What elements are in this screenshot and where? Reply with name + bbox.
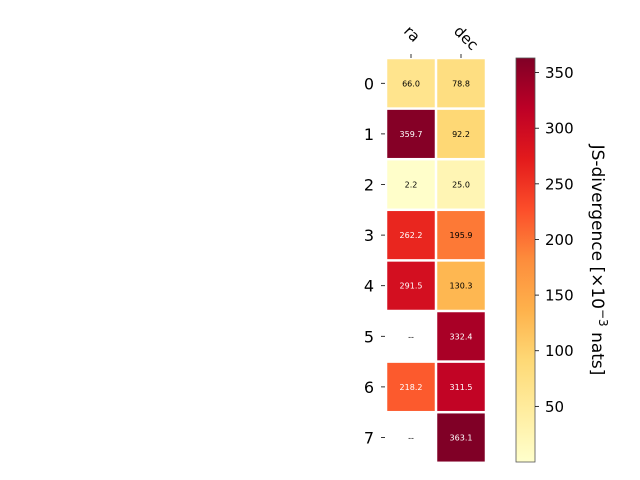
cell-value-label: --	[408, 332, 414, 341]
heatmap-cell	[387, 211, 435, 260]
row-label-7: 7	[364, 429, 374, 448]
colorbar-tick-label: 350	[545, 64, 574, 82]
colorbar-tick-label: 200	[545, 231, 574, 249]
cell-value-label: 291.5	[400, 282, 423, 291]
cell-value-label: 195.9	[450, 231, 473, 240]
cell-value-label: 262.2	[400, 231, 423, 240]
heatmap-cell	[437, 59, 485, 108]
cell-value-label: 66.0	[402, 79, 420, 88]
row-label-1: 1	[364, 125, 374, 144]
cell-value-label: 311.5	[450, 383, 473, 392]
row-label-6: 6	[364, 378, 374, 397]
row-label-0: 0	[364, 74, 374, 93]
cell-value-label: 92.2	[452, 130, 470, 139]
heatmap-cell	[387, 362, 435, 411]
row-label-3: 3	[364, 226, 374, 245]
row-labels: 0 1 2 3 4 5 6 7	[364, 74, 385, 448]
colorbar-label: JS-divergence [×10−3 nats]	[587, 144, 610, 376]
cell-value-label: 25.0	[452, 181, 470, 190]
cell-value-label: 130.3	[450, 282, 473, 291]
colorbar-tick-label: 150	[545, 287, 574, 305]
colorbar: 50 100 150 200 250 300 350 JS-divergence [×10−…	[515, 57, 610, 463]
heatmap-cell	[437, 261, 485, 310]
colorbar-tick-label: 50	[545, 398, 564, 416]
heatmap-cell	[437, 160, 485, 209]
heatmap-cell	[437, 413, 485, 462]
heatmap-cell	[387, 160, 435, 209]
heatmap-cell	[387, 261, 435, 310]
cell-value-label: 218.2	[400, 383, 423, 392]
colorbar-tick-label: 100	[545, 342, 574, 360]
heatmap-cell	[437, 362, 485, 411]
colorbar-label-main: JS-divergence [×10	[587, 144, 607, 309]
column-label-ra: ra	[400, 22, 424, 46]
colorbar-tick-label: 250	[545, 175, 574, 193]
colorbar-ticks: 50 100 150 200 250 300 350	[535, 64, 574, 416]
heatmap-cell	[437, 211, 485, 260]
row-label-4: 4	[364, 277, 374, 296]
row-label-5: 5	[364, 327, 374, 346]
colorbar-gradient	[515, 57, 536, 463]
heatmap-cell	[387, 109, 435, 158]
column-labels: ra dec	[400, 22, 482, 58]
colorbar-tick-label: 300	[545, 120, 574, 138]
cell-value-label: 332.4	[450, 332, 473, 341]
cell-value-label: 78.8	[452, 79, 470, 88]
heatmap-cells: 66.0 78.8 359.7 92.2 2.2 25.0 262.2 195.9 291.5 1…	[387, 59, 485, 462]
cell-value-label: 2.2	[405, 181, 418, 190]
colorbar-label-exponent: −3	[596, 309, 610, 327]
heatmap-cell	[387, 59, 435, 108]
cell-value-label: 359.7	[400, 130, 423, 139]
heatmap-cell	[437, 109, 485, 158]
cell-value-label: 363.1	[450, 434, 473, 443]
heatmap-cell	[437, 312, 485, 361]
cell-value-label: --	[408, 434, 414, 443]
row-label-2: 2	[364, 176, 374, 195]
column-label-dec: dec	[450, 22, 482, 54]
colorbar-label-unit: nats]	[587, 327, 607, 376]
